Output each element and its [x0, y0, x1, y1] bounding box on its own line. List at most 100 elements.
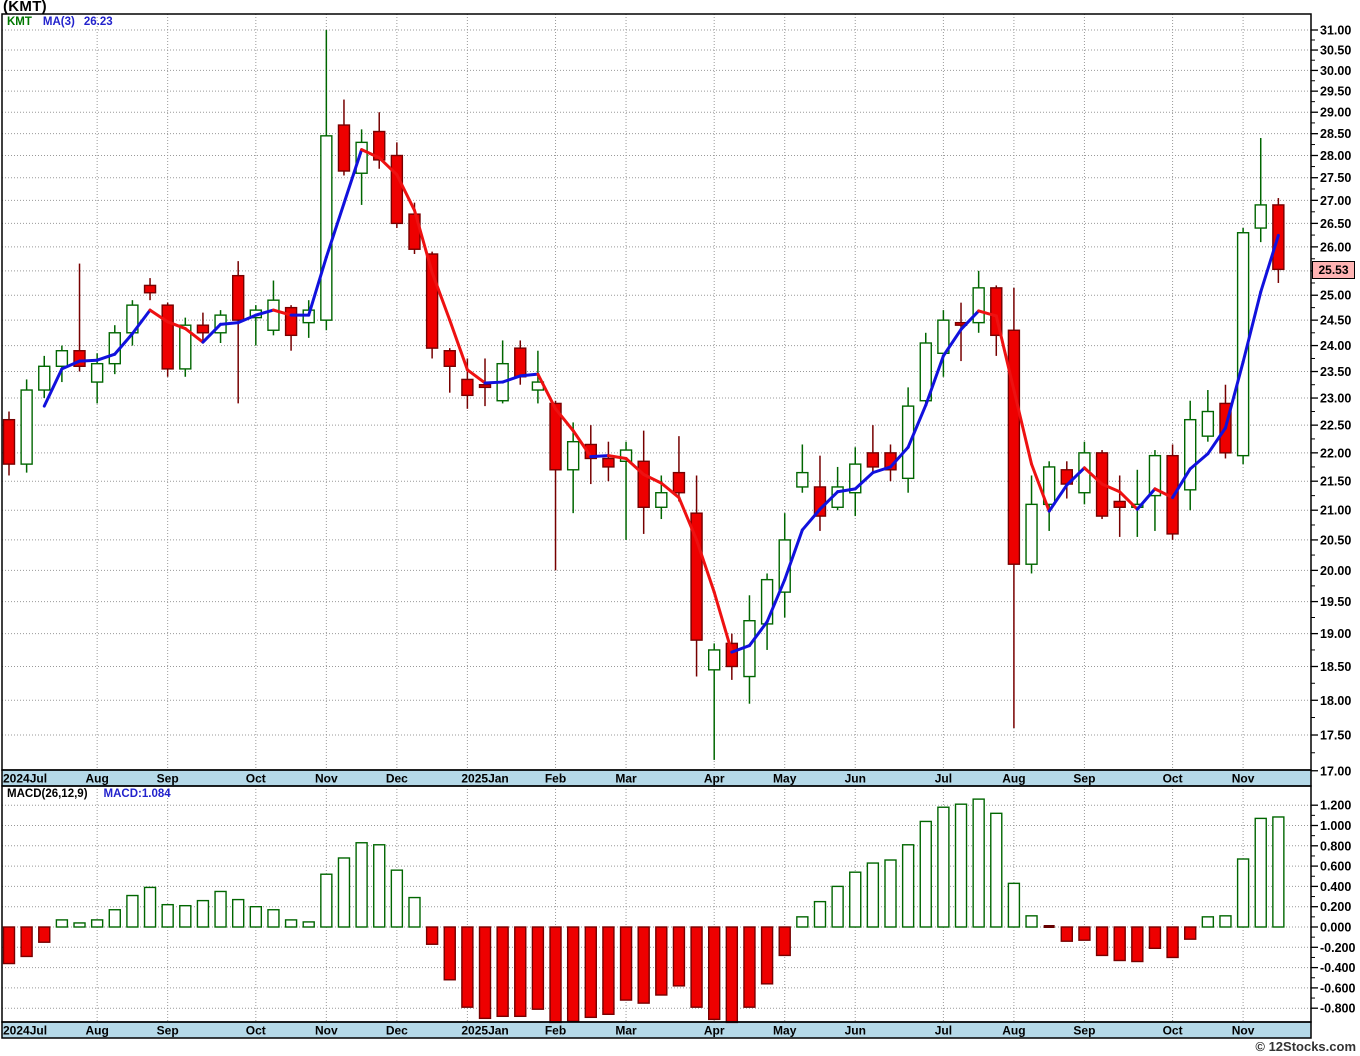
macd-bar-negative [566, 926, 580, 1023]
macd-bar-positive [408, 896, 421, 928]
price-axis-label: 19.50 [1320, 595, 1351, 609]
macd-axis-label: -0.400 [1320, 961, 1355, 975]
macd-bar-positive [302, 921, 315, 928]
macd-bar-positive [901, 844, 915, 928]
macd-bar-positive [196, 899, 210, 928]
macd-bar-positive [972, 798, 985, 928]
macd-bar-negative [443, 926, 456, 981]
macd-axis-label: 0.400 [1320, 880, 1351, 894]
macd-axis-label: 0.800 [1320, 839, 1351, 853]
price-axis-label: 24.00 [1320, 339, 1351, 353]
macd-bar-negative [584, 926, 597, 1019]
candle-body [179, 324, 192, 370]
ma3-segment [78, 358, 99, 363]
price-axis-label: 19.00 [1320, 627, 1351, 641]
macd-bar-positive [813, 900, 827, 928]
ma3-segment [624, 456, 646, 477]
candle-body [231, 274, 245, 321]
month-axis-bottom: 2024Jul Aug Sep Oct Nov Dec 2025Jan Feb Mar Apr Ma… [3, 1024, 1255, 1038]
candle-body [655, 492, 668, 508]
ma3-segment [730, 644, 751, 654]
price-axis-label: 31.00 [1320, 24, 1351, 38]
ma3-segment [606, 454, 628, 460]
ma3-segment [60, 359, 82, 371]
ma3-segment [1206, 426, 1227, 456]
candle-body [1007, 329, 1021, 565]
macd-bar-flat [1043, 925, 1055, 928]
macd-axis-label: 0.000 [1320, 921, 1351, 935]
macd-bar-positive [866, 862, 880, 928]
month-label: Jul [935, 772, 952, 786]
macd-bar-negative [602, 926, 615, 1015]
watermark-link[interactable]: © 12Stocks.com [1255, 1039, 1356, 1054]
ma3-segment [1153, 487, 1175, 500]
macd-bar-positive [373, 844, 386, 928]
macd-bar-negative [743, 926, 756, 1008]
price-axis-label: 26.50 [1320, 217, 1351, 231]
candle-body [743, 620, 756, 678]
macd-bar-negative [38, 926, 51, 943]
candle-body [478, 384, 492, 389]
price-panel-bg [2, 14, 1311, 770]
candle-body [1148, 454, 1162, 497]
price-axis-label: 18.50 [1320, 660, 1351, 674]
ma3-segment [130, 308, 152, 336]
month-label: Dec [386, 1024, 408, 1038]
page-title: (KMT) [3, 0, 47, 15]
candle-body [760, 578, 774, 625]
candle-body [813, 486, 827, 517]
price-axis-label: 28.50 [1320, 127, 1351, 141]
month-strip-bottom-border [1, 1021, 1312, 1039]
macd-bar-positive [390, 869, 404, 928]
macd-axis-label: 1.000 [1320, 819, 1351, 833]
price-axis-label: 20.50 [1320, 533, 1351, 547]
macd-bar-negative [549, 926, 562, 1024]
price-axis-label: 29.00 [1320, 106, 1351, 120]
candle-body [901, 405, 915, 480]
price-axis: 31.00 30.50 30.00 29.50 29.00 28.50 28.00 27.50… [1311, 24, 1351, 778]
month-label: 2025Jan [461, 1024, 508, 1038]
ma3-segment [536, 372, 558, 411]
macd-bar-positive [108, 909, 121, 928]
candle-body [990, 287, 1003, 337]
ma3-segment [412, 208, 434, 274]
macd-bar-positive [954, 803, 968, 928]
candle-body [672, 471, 686, 494]
ma3-segment [201, 322, 223, 344]
ma3-segment [448, 318, 469, 372]
macd-bar-positive [355, 842, 368, 928]
ma3-segment [342, 148, 364, 205]
ma3-segment [818, 490, 840, 511]
ma3-segment [307, 255, 328, 317]
macd-bar-positive [831, 885, 844, 928]
candle-body [161, 304, 174, 370]
last-price-badge: 25.53 [1312, 261, 1355, 279]
candle-body [1025, 503, 1038, 565]
macd-bar-negative [690, 926, 703, 1008]
macd-bar-negative [619, 926, 633, 1001]
month-label: Sep [157, 1024, 179, 1038]
candle-body [584, 443, 597, 460]
macd-bar-positive [919, 820, 932, 928]
ma3-segment [1259, 233, 1280, 294]
macd-bar-positive [796, 916, 809, 928]
macd-bar-negative [1148, 926, 1162, 950]
ma3-segment [959, 309, 981, 331]
ma3-segment [254, 308, 275, 317]
ma3-segment [42, 367, 64, 408]
price-axis-label: 21.00 [1320, 504, 1351, 518]
ma3-segment [395, 173, 416, 212]
month-label: Aug [1002, 772, 1025, 786]
candle-body [320, 135, 333, 321]
price-axis-label: 17.50 [1320, 729, 1351, 743]
macd-bar-negative [708, 926, 721, 1021]
ma3-segment [747, 620, 769, 648]
price-axis-label: 28.00 [1320, 149, 1351, 163]
ma3-segment [677, 496, 699, 542]
month-label: 2024Jul [3, 772, 47, 786]
ma3-segment [324, 201, 346, 259]
ma3-segment [1047, 483, 1069, 513]
candle-body [355, 141, 368, 174]
macd-bar-negative [1113, 926, 1126, 962]
